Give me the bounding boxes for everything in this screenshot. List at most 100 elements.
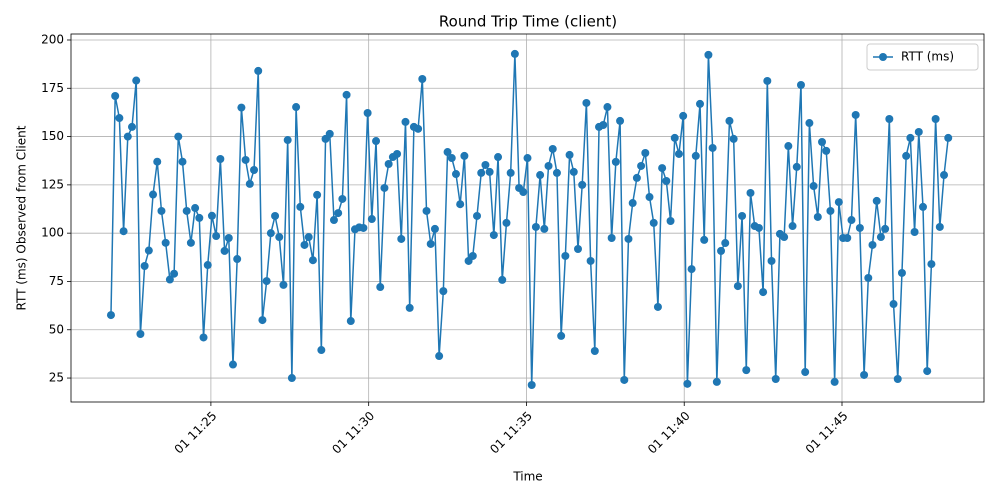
point xyxy=(624,234,633,243)
point xyxy=(599,120,608,129)
x-axis-label: Time xyxy=(512,470,542,484)
plot-frame xyxy=(70,33,985,403)
point xyxy=(847,216,856,225)
point xyxy=(384,160,393,169)
point xyxy=(153,157,162,166)
point xyxy=(207,211,216,220)
point xyxy=(376,283,385,292)
point xyxy=(174,132,183,141)
point xyxy=(531,222,540,231)
point xyxy=(359,223,368,232)
legend-marker xyxy=(879,53,887,61)
legend: RTT (ms) xyxy=(866,43,979,71)
point xyxy=(426,239,435,248)
point xyxy=(506,168,515,177)
point xyxy=(468,251,477,260)
point xyxy=(241,155,250,164)
point xyxy=(283,136,292,145)
point xyxy=(683,379,692,388)
point xyxy=(498,275,507,284)
point xyxy=(717,246,726,255)
point xyxy=(649,218,658,227)
point xyxy=(628,199,637,208)
point xyxy=(616,116,625,125)
point xyxy=(893,375,902,384)
point xyxy=(796,80,805,89)
point xyxy=(696,99,705,108)
point xyxy=(801,368,810,377)
point xyxy=(245,179,254,188)
point xyxy=(342,90,351,99)
point xyxy=(565,150,574,159)
point xyxy=(401,117,410,126)
point xyxy=(902,151,911,160)
point xyxy=(325,129,334,138)
point xyxy=(944,133,953,142)
point xyxy=(691,151,700,160)
point xyxy=(136,330,145,339)
point xyxy=(578,180,587,189)
point xyxy=(872,196,881,205)
point xyxy=(834,198,843,207)
point xyxy=(611,157,620,166)
point xyxy=(586,256,595,265)
point xyxy=(540,224,549,233)
point xyxy=(784,142,793,151)
point xyxy=(738,211,747,220)
point xyxy=(418,75,427,84)
point xyxy=(662,177,671,186)
point xyxy=(830,377,839,386)
point xyxy=(573,245,582,254)
point xyxy=(822,146,831,155)
point xyxy=(653,302,662,311)
point xyxy=(708,143,717,152)
point xyxy=(544,161,553,170)
point xyxy=(292,103,301,112)
point xyxy=(149,190,158,199)
point xyxy=(165,275,174,284)
y-tick-label: 50 xyxy=(49,322,64,336)
point xyxy=(128,122,137,131)
point xyxy=(317,346,326,355)
point xyxy=(212,232,221,241)
point xyxy=(266,229,275,238)
point xyxy=(645,193,654,202)
point xyxy=(864,273,873,282)
point xyxy=(397,234,406,243)
point xyxy=(813,212,822,221)
point xyxy=(199,333,208,342)
point xyxy=(632,173,641,182)
point xyxy=(250,165,259,174)
point xyxy=(889,300,898,309)
point xyxy=(855,223,864,232)
point xyxy=(914,127,923,136)
point xyxy=(430,224,439,233)
point xyxy=(308,256,317,265)
y-tick-label: 200 xyxy=(41,32,64,46)
point xyxy=(106,311,115,320)
plot xyxy=(106,49,953,390)
point xyxy=(607,233,616,242)
point xyxy=(123,132,132,141)
point xyxy=(561,251,570,260)
point xyxy=(704,50,713,59)
point xyxy=(279,280,288,289)
point xyxy=(523,154,532,163)
point xyxy=(927,260,936,269)
point xyxy=(910,228,919,237)
point xyxy=(788,222,797,231)
point xyxy=(334,209,343,218)
point xyxy=(721,239,730,248)
point xyxy=(422,206,431,215)
point xyxy=(203,261,212,270)
y-tick-label: 75 xyxy=(49,274,64,288)
point xyxy=(510,49,519,58)
legend-box xyxy=(866,43,979,71)
point xyxy=(826,206,835,215)
point xyxy=(792,162,801,171)
point xyxy=(851,110,860,119)
point xyxy=(363,109,372,118)
y-axis-label: RTT (ms) Observed from Client xyxy=(15,125,29,310)
y-tick-label: 100 xyxy=(41,226,64,240)
y-tick-label: 175 xyxy=(41,81,64,95)
